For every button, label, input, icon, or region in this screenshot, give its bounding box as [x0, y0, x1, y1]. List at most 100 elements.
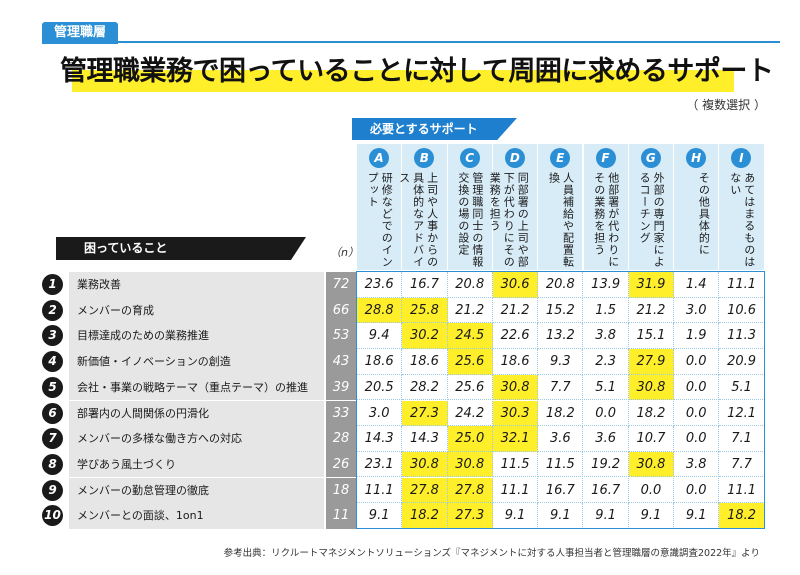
table-cell: 18.2	[402, 503, 448, 529]
table-cell: 18.2	[719, 503, 765, 529]
table-cell: 9.1	[583, 503, 629, 529]
table-cell: 7.7	[719, 451, 765, 478]
row-label: 新価値・イノベーションの創造	[69, 349, 324, 375]
n-label: （n）	[330, 246, 359, 259]
table-cell: 21.2	[628, 297, 675, 324]
row-sample-size: 53	[326, 323, 356, 349]
table-row: 2 メンバーの育成 66 28.8 25.8 21.2 21.2 15.2 1.5 21.2 3.0…	[42, 297, 765, 324]
row-sample-size: 43	[326, 349, 356, 375]
row-label: 目標達成のための業務推進	[69, 323, 324, 349]
table-cell: 30.8	[447, 451, 493, 478]
table-cell: 23.6	[357, 272, 403, 298]
title-highlight	[72, 70, 734, 92]
column-label: 管理職同士の情報交換の場の設定	[456, 172, 484, 268]
table-cell: 13.2	[538, 323, 584, 349]
row-number-badge: 3	[42, 325, 63, 347]
table-cell: 3.8	[583, 323, 629, 349]
table-cell: 27.8	[447, 477, 493, 504]
table-cell: 27.3	[402, 400, 448, 426]
table-cell: 25.6	[447, 349, 493, 375]
table-cell: 5.1	[583, 374, 629, 401]
row-sample-size: 28	[326, 426, 356, 452]
row-sample-size: 39	[326, 374, 356, 401]
table-cell: 27.3	[447, 503, 493, 529]
table-cell: 27.8	[402, 477, 448, 504]
row-sample-size: 11	[326, 503, 356, 529]
table-cell: 3.6	[583, 426, 629, 452]
column-header: G 外部の専門家によるコーチング	[628, 144, 675, 270]
table-cell: 1.5	[583, 297, 629, 324]
row-number-badge: 1	[42, 274, 63, 295]
table-cell: 10.7	[628, 426, 675, 452]
tag-rule	[42, 41, 780, 43]
table-cell: 18.2	[538, 400, 584, 426]
column-letter: I	[731, 148, 752, 168]
table-cell: 5.1	[719, 374, 765, 401]
table-cell: 15.2	[538, 297, 584, 324]
table-cell: 18.6	[402, 349, 448, 375]
table-cell: 0.0	[583, 400, 629, 426]
table-row: 10 メンバーとの面談、1on1 11 9.1 18.2 27.3 9.1 9.1 9.1 9.1…	[42, 503, 765, 529]
table-cell: 22.6	[492, 323, 539, 349]
table-cell: 27.9	[628, 349, 675, 375]
column-header: B 上司や人事からの具体的なアドバイス	[398, 144, 448, 270]
table-cell: 16.7	[583, 477, 629, 504]
column-label: 外部の専門家によるコーチング	[638, 172, 666, 268]
table-cell: 0.0	[674, 374, 720, 401]
row-label: 会社・事業の戦略テーマ（重点テーマ）の推進	[69, 374, 324, 401]
table-cell: 25.8	[402, 297, 448, 324]
section-tag: 管理職層	[42, 22, 119, 44]
table-cell: 9.1	[357, 503, 403, 529]
table-cell: 0.0	[674, 426, 720, 452]
table-cell: 31.9	[628, 272, 675, 298]
multiple-choice-note: （ 複数選択 ）	[686, 98, 766, 112]
row-sample-size: 26	[326, 451, 356, 478]
column-header: D 同部署の上司や部下が代わりにその業務を担う	[488, 144, 539, 270]
table-cell: 24.2	[447, 400, 493, 426]
source-note: 参考出典：リクルートマネジメントソリューションズ『マネジメントに対する人事担当者…	[223, 548, 760, 559]
column-letter: D	[504, 148, 525, 168]
table-cell: 30.8	[492, 374, 539, 401]
table-cell: 11.3	[719, 323, 765, 349]
row-label: 学びあう風土づくり	[69, 451, 324, 478]
table-row: 4 新価値・イノベーションの創造 43 18.6 18.6 25.6 18.6 9.3 2.3 2…	[42, 349, 765, 375]
table-cell: 9.3	[538, 349, 584, 375]
table-cell: 18.2	[628, 400, 675, 426]
table-cell: 11.1	[357, 477, 403, 504]
table-row: 1 業務改善 72 23.6 16.7 20.8 30.6 20.8 13.9 31.9 1.4 11…	[42, 272, 765, 298]
table-cell: 0.0	[628, 477, 675, 504]
table-cell: 30.6	[492, 272, 539, 298]
table-cell: 9.1	[492, 503, 539, 529]
column-header: F 他部署が代わりにその業務を担う	[583, 144, 629, 270]
column-header: A 研修などでのインプット	[357, 144, 403, 270]
table-cell: 11.1	[492, 477, 539, 504]
row-number-badge: 6	[42, 402, 63, 424]
table-row: 3 目標達成のための業務推進 53 9.4 30.2 24.5 22.6 13.2 3.8 15.…	[42, 323, 765, 349]
table-cell: 0.0	[674, 400, 720, 426]
row-number-badge: 2	[42, 299, 63, 321]
row-label: メンバーの多様な働き方への対応	[69, 426, 324, 452]
table-cell: 30.8	[402, 451, 448, 478]
table-cell: 3.0	[674, 297, 720, 324]
page-title: 管理職業務で困っていることに対して周囲に求めるサポート	[60, 56, 774, 87]
table-cell: 20.8	[447, 272, 493, 298]
table-cell: 16.7	[402, 272, 448, 298]
table-cell: 3.6	[538, 426, 584, 452]
table-cell: 18.6	[492, 349, 539, 375]
column-letter: B	[414, 148, 435, 168]
table-row: 8 学びあう風土づくり 26 23.1 30.8 30.8 11.5 11.5 19.2 30.8…	[42, 451, 765, 478]
table-cell: 7.7	[538, 374, 584, 401]
column-header: H その他具体的に	[674, 144, 720, 270]
row-sample-size: 33	[326, 400, 356, 426]
row-number-badge: 10	[42, 505, 63, 527]
column-label: その他具体的に	[697, 172, 711, 256]
table-cell: 20.8	[538, 272, 584, 298]
row-label: メンバーの育成	[69, 297, 324, 324]
column-label: 人員補給や配置転換	[547, 172, 575, 268]
column-header: C 管理職同士の情報交換の場の設定	[447, 144, 493, 270]
table-cell: 28.8	[357, 297, 403, 324]
table-cell: 20.9	[719, 349, 765, 375]
table-cell: 15.1	[628, 323, 675, 349]
column-label: あてはまるものはない	[728, 172, 756, 268]
table-cell: 30.3	[492, 400, 539, 426]
